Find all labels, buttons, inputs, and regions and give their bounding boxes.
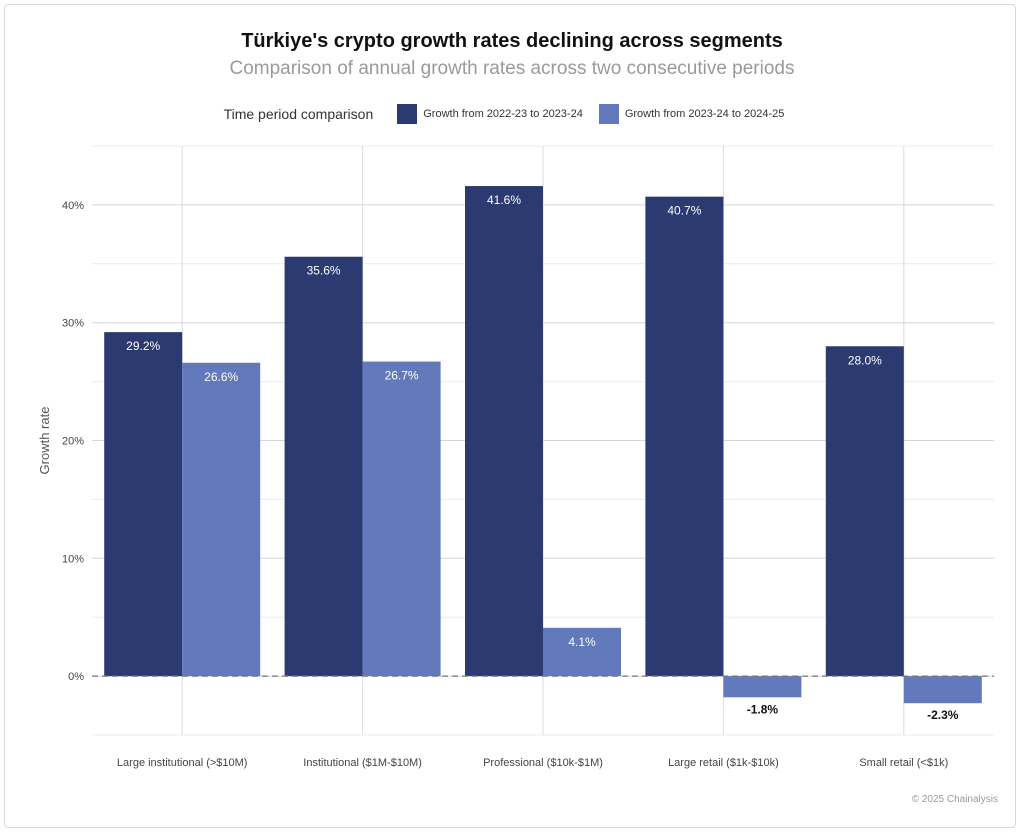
legend-title: Time period comparison (223, 106, 374, 122)
data-label-1-4: 28.0% (848, 353, 882, 367)
bar-1-3 (645, 196, 724, 677)
legend: Time period comparison Growth from 2022-… (0, 104, 1024, 124)
y-tick-label: 10% (62, 553, 84, 565)
data-label-2-2: 4.1% (568, 635, 596, 649)
data-label-2-1: 26.7% (385, 369, 419, 383)
y-tick-label: 20% (62, 436, 84, 448)
bar-1-1 (284, 256, 363, 677)
chart-title: Türkiye's crypto growth rates declining … (241, 30, 783, 52)
legend-label-period-1: Growth from 2022-23 to 2023-24 (423, 108, 583, 120)
x-tick-label: Professional ($10k-$1M) (483, 757, 603, 769)
x-tick-label: Institutional ($1M-$10M) (303, 757, 422, 769)
bar-1-2 (465, 186, 543, 677)
legend-item-period-2: Growth from 2023-24 to 2024-25 (598, 104, 785, 124)
bar-1-0 (104, 332, 183, 677)
data-label-1-1: 35.6% (307, 264, 341, 278)
legend-swatch-period-2 (598, 104, 619, 124)
y-tick-label: 40% (62, 200, 84, 212)
legend-label-period-2: Growth from 2023-24 to 2024-25 (624, 108, 785, 120)
y-tick-label: 0% (68, 671, 84, 683)
bar-1-4 (825, 346, 904, 677)
data-label-2-3: -1.8% (747, 702, 779, 716)
credit-text: © 2025 Chainalysis (911, 794, 998, 805)
x-tick-label: Large retail ($1k-$10k) (668, 757, 779, 769)
y-axis-label: Growth rate (37, 407, 52, 475)
bar-2-4 (903, 676, 982, 704)
legend-swatch-period-1 (397, 104, 418, 124)
y-tick-label: 30% (62, 318, 84, 330)
data-label-1-2: 41.6% (487, 193, 521, 207)
x-tick-label: Large institutional (>$10M) (117, 757, 248, 769)
legend-item-period-1: Growth from 2022-23 to 2023-24 (397, 104, 583, 124)
data-label-1-3: 40.7% (667, 204, 701, 218)
bar-2-1 (362, 361, 441, 677)
bar-2-3 (723, 676, 802, 698)
data-label-1-0: 29.2% (126, 339, 160, 353)
x-tick-label: Small retail (<$1k) (859, 757, 948, 769)
data-label-2-4: -2.3% (927, 708, 959, 722)
bar-2-2 (543, 627, 621, 677)
bar-2-0 (182, 362, 261, 677)
data-label-2-0: 26.6% (204, 370, 238, 384)
chart-subtitle: Comparison of annual growth rates across… (229, 58, 795, 79)
